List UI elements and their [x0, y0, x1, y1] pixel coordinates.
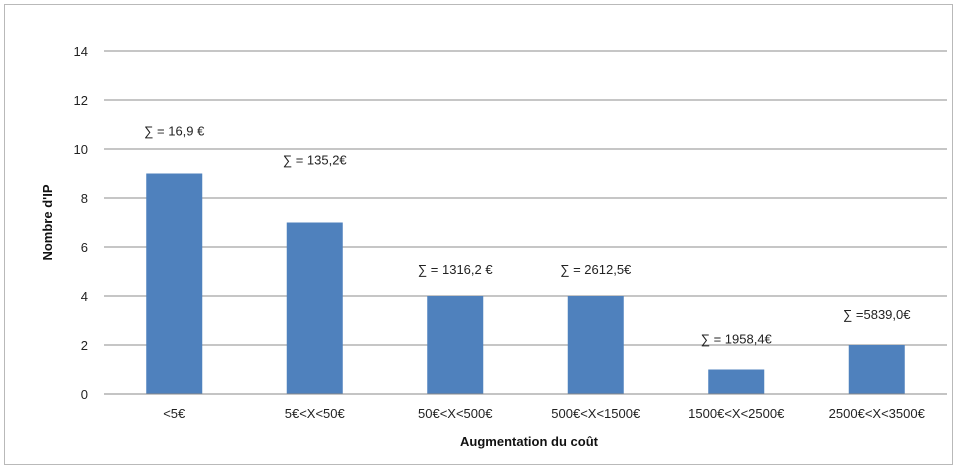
y-axis-title: Nombre d'IP: [40, 184, 55, 260]
data-label: ∑ = 2612,5€: [560, 262, 632, 277]
y-tick-labels: 0 2 4 6 8 10 12 14: [74, 44, 88, 402]
bars: [146, 173, 905, 394]
x-tick-label: 1500€<X<2500€: [688, 406, 785, 421]
x-tick-label: 500€<X<1500€: [551, 406, 641, 421]
data-label: ∑ = 1316,2 €: [418, 262, 493, 277]
x-tick-labels: <5€ 5€<X<50€ 50€<X<500€ 500€<X<1500€ 1500€<X…: [163, 406, 925, 421]
gridlines: [104, 50, 947, 346]
x-axis-title: Augmentation du coût: [460, 434, 599, 449]
x-tick-label: 5€<X<50€: [285, 406, 346, 421]
data-label: ∑ = 16,9 €: [144, 124, 205, 139]
y-tick-label: 10: [74, 142, 88, 157]
y-tick-label: 8: [81, 191, 88, 206]
bar: [567, 296, 624, 394]
y-tick-label: 12: [74, 93, 88, 108]
bar: [848, 345, 905, 394]
y-tick-label: 2: [81, 338, 88, 353]
bar: [708, 369, 765, 394]
x-tick-label: 2500€<X<3500€: [829, 406, 926, 421]
bar: [427, 296, 484, 394]
y-tick-label: 14: [74, 44, 88, 59]
x-tick-label: 50€<X<500€: [418, 406, 493, 421]
y-tick-label: 4: [81, 289, 88, 304]
y-tick-label: 6: [81, 240, 88, 255]
data-label: ∑ = 135,2€: [283, 153, 348, 168]
data-label: ∑ = 1958,4€: [701, 332, 773, 347]
data-labels: ∑ = 16,9 € ∑ = 135,2€ ∑ = 1316,2 € ∑ = 2612…: [144, 124, 911, 347]
data-label: ∑ =5839,0€: [843, 307, 911, 322]
bar: [146, 173, 203, 394]
x-tick-label: <5€: [163, 406, 186, 421]
bar: [286, 222, 343, 394]
y-tick-label: 0: [81, 387, 88, 402]
